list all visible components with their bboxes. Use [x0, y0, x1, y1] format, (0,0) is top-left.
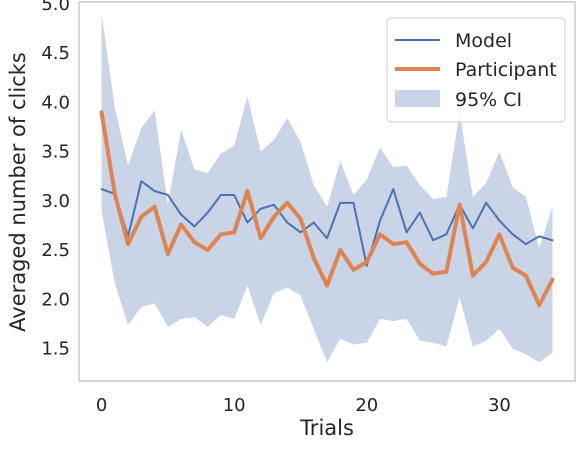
y-tick-layer: 1.5 2.0 2.5 3.0 3.5 4.0 4.5 5.0: [41, 0, 70, 360]
x-tick-label: 0: [96, 395, 107, 416]
y-tick-label: 4.0: [41, 92, 70, 113]
legend-ci-label: 95% CI: [455, 89, 522, 111]
participant-line: [99, 110, 555, 308]
legend: Model Participant 95% CI: [386, 17, 566, 123]
plot-frame: [78, 1, 576, 382]
series-line-layer: [99, 110, 555, 308]
x-tick-label: 10: [223, 395, 246, 416]
x-tick-label: 30: [488, 395, 511, 416]
y-tick-label: 4.5: [41, 43, 70, 64]
x-axis-title: Trials: [299, 416, 354, 440]
legend-model-label: Model: [455, 30, 512, 52]
ci-band: [101, 13, 553, 363]
legend-participant-label: Participant: [455, 59, 557, 81]
x-tick-layer: 0 10 20 30: [96, 395, 511, 416]
legend-ci-swatch: [395, 90, 440, 107]
y-tick-label: 3.5: [41, 142, 70, 163]
y-tick-label: 2.5: [41, 240, 70, 261]
ci-band-layer: [101, 13, 553, 363]
y-tick-label: 3.0: [41, 191, 70, 212]
y-tick-label: 1.5: [41, 339, 70, 360]
x-tick-label: 20: [355, 395, 378, 416]
y-axis-title: Averaged number of clicks: [6, 52, 30, 332]
model-line: [100, 180, 554, 267]
legend-box: [386, 17, 566, 123]
y-tick-label: 5.0: [41, 0, 70, 15]
y-tick-label: 2.0: [41, 289, 70, 310]
